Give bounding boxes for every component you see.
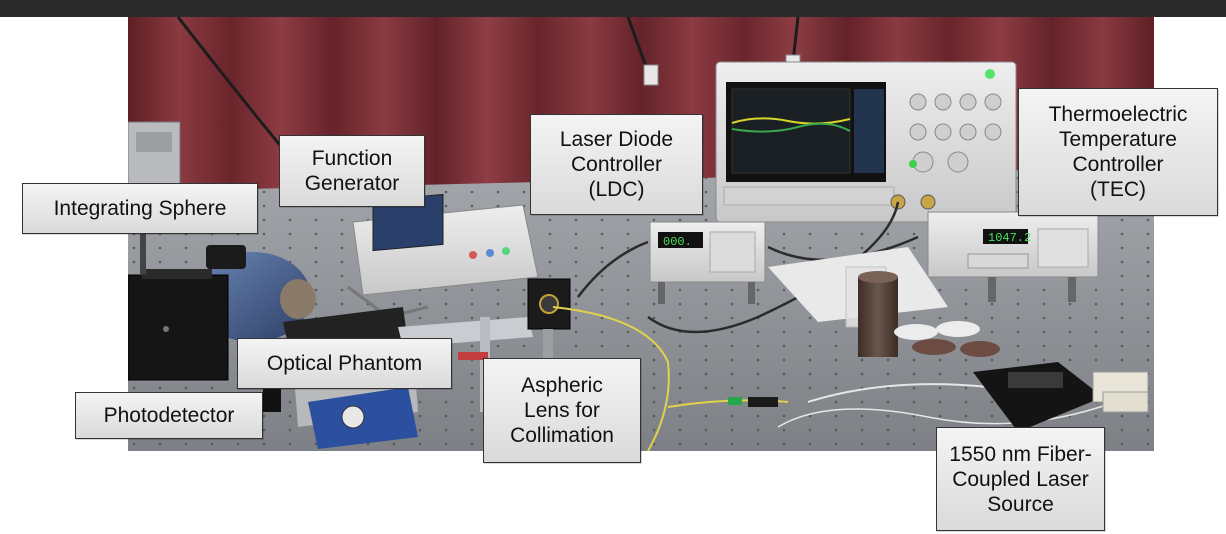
label-line: Function <box>311 147 393 170</box>
label-line: 1550 nm Fiber- <box>949 442 1092 466</box>
label-thermoelectric-temperature-controller: Thermoelectric Temperature Controller (T… <box>1018 88 1218 216</box>
lab-setup-photo: 1047.2 000. <box>128 17 1154 451</box>
label-line: Coupled Laser <box>952 467 1089 491</box>
label-photodetector: Photodetector <box>75 392 263 439</box>
label-line: Lens for <box>524 399 600 422</box>
top-bar <box>0 0 1226 17</box>
label-aspheric-lens: Aspheric Lens for Collimation <box>483 358 641 463</box>
label-line: Photodetector <box>103 404 235 427</box>
label-optical-phantom: Optical Phantom <box>237 338 452 389</box>
label-line: Collimation <box>510 424 614 447</box>
label-function-generator: Function Generator <box>279 135 425 207</box>
label-line: Generator <box>304 172 400 195</box>
label-integrating-sphere: Integrating Sphere <box>22 183 258 234</box>
label-line: Controller <box>570 153 663 176</box>
label-line: Controller <box>1072 153 1164 176</box>
label-line: Laser Diode <box>559 128 674 151</box>
label-laser-diode-controller: Laser Diode Controller (LDC) <box>530 114 703 215</box>
tec-display-readout: 1047.2 <box>988 231 1031 245</box>
label-line: Source <box>987 492 1054 516</box>
ldc-display-readout: 000. <box>663 235 692 249</box>
label-line: Integrating Sphere <box>53 197 227 220</box>
label-laser-source: 1550 nm Fiber- Coupled Laser Source <box>936 427 1105 531</box>
label-line: Optical Phantom <box>266 352 423 375</box>
label-line: Thermoelectric <box>1048 103 1188 126</box>
label-line: Temperature <box>1059 128 1177 151</box>
label-line: (TEC) <box>1090 178 1146 201</box>
label-line: Aspheric <box>521 374 603 397</box>
label-line: (LDC) <box>588 178 645 201</box>
